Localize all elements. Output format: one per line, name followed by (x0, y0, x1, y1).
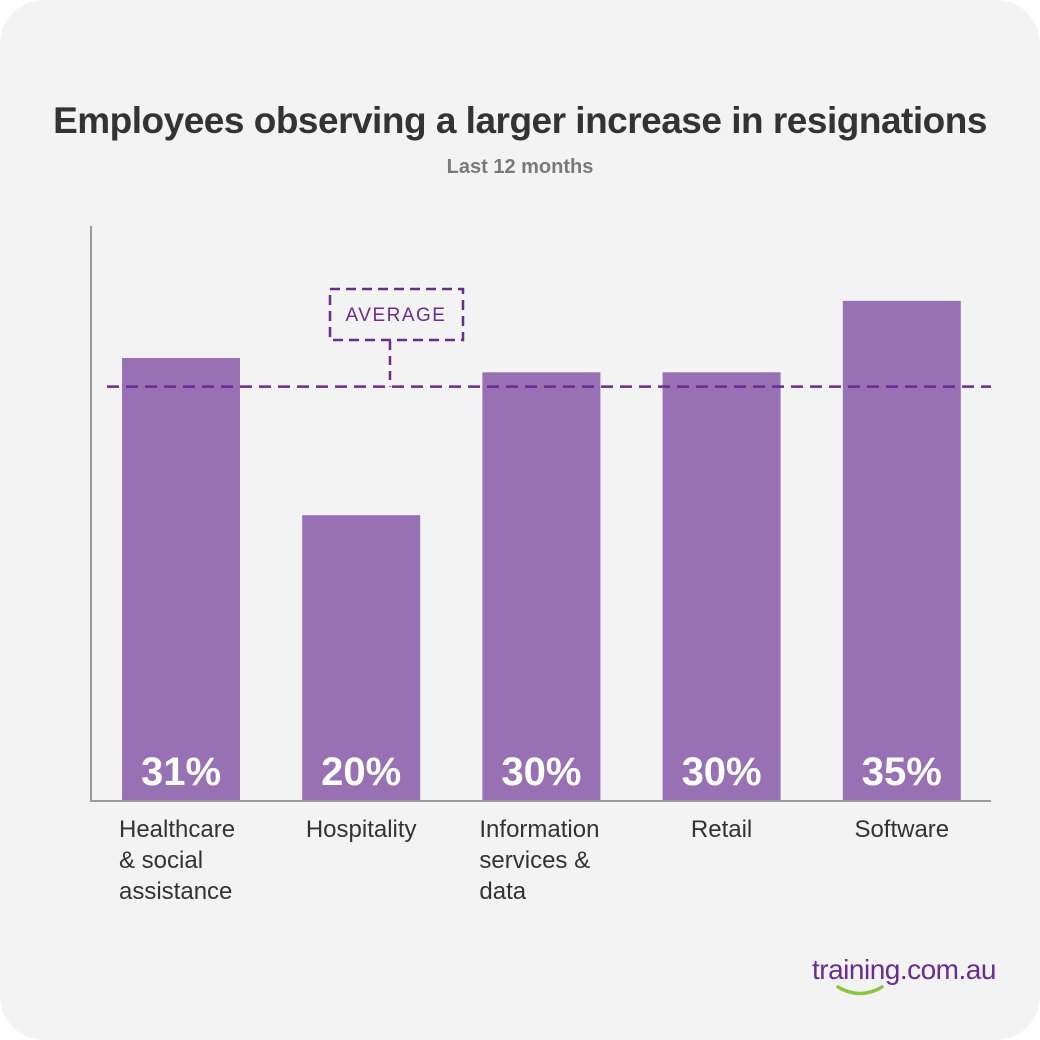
average-label: AVERAGE (346, 305, 447, 326)
average-annotation: AVERAGE (107, 287, 991, 388)
x-tick-label-line: & social (119, 847, 204, 874)
bar-5 (842, 300, 961, 801)
x-tick-label-line: Information (479, 816, 600, 843)
x-tick-label-line: Retail (690, 816, 753, 843)
chart-subtitle: Last 12 months (446, 156, 594, 178)
x-tick-label: Retail (633, 814, 811, 845)
brand-logo: training.com.au (812, 954, 996, 985)
bar-4 (662, 372, 781, 801)
bars-group: 31% 20% 30% 30% 35% (122, 300, 961, 801)
value-label: 31% (141, 750, 221, 794)
x-tick-label-line: services & (479, 847, 591, 874)
x-tick-label: Information services & data (479, 814, 639, 907)
x-tick-label: Hospitality (272, 814, 450, 845)
x-tick-label-line: data (479, 878, 527, 905)
x-tick-label-line: Healthcare (119, 816, 236, 843)
value-label: 30% (682, 750, 762, 794)
x-tick-label-line: assistance (119, 878, 233, 905)
value-label: 30% (501, 750, 581, 794)
bar-1 (122, 358, 240, 801)
x-tick-label: Software (813, 814, 991, 845)
average-label-box (328, 287, 465, 342)
value-label: 35% (862, 750, 942, 794)
x-tick-label-line: Software (854, 816, 950, 843)
smile-icon (836, 985, 884, 996)
x-tick-label: Healthcare & social assistance (119, 814, 279, 907)
value-label: 20% (321, 750, 401, 794)
chart-title: Employees observing a larger increase in… (53, 100, 987, 141)
bar-3 (482, 372, 601, 801)
x-tick-label-line: Hospitality (305, 816, 417, 843)
bar-2 (302, 515, 421, 801)
